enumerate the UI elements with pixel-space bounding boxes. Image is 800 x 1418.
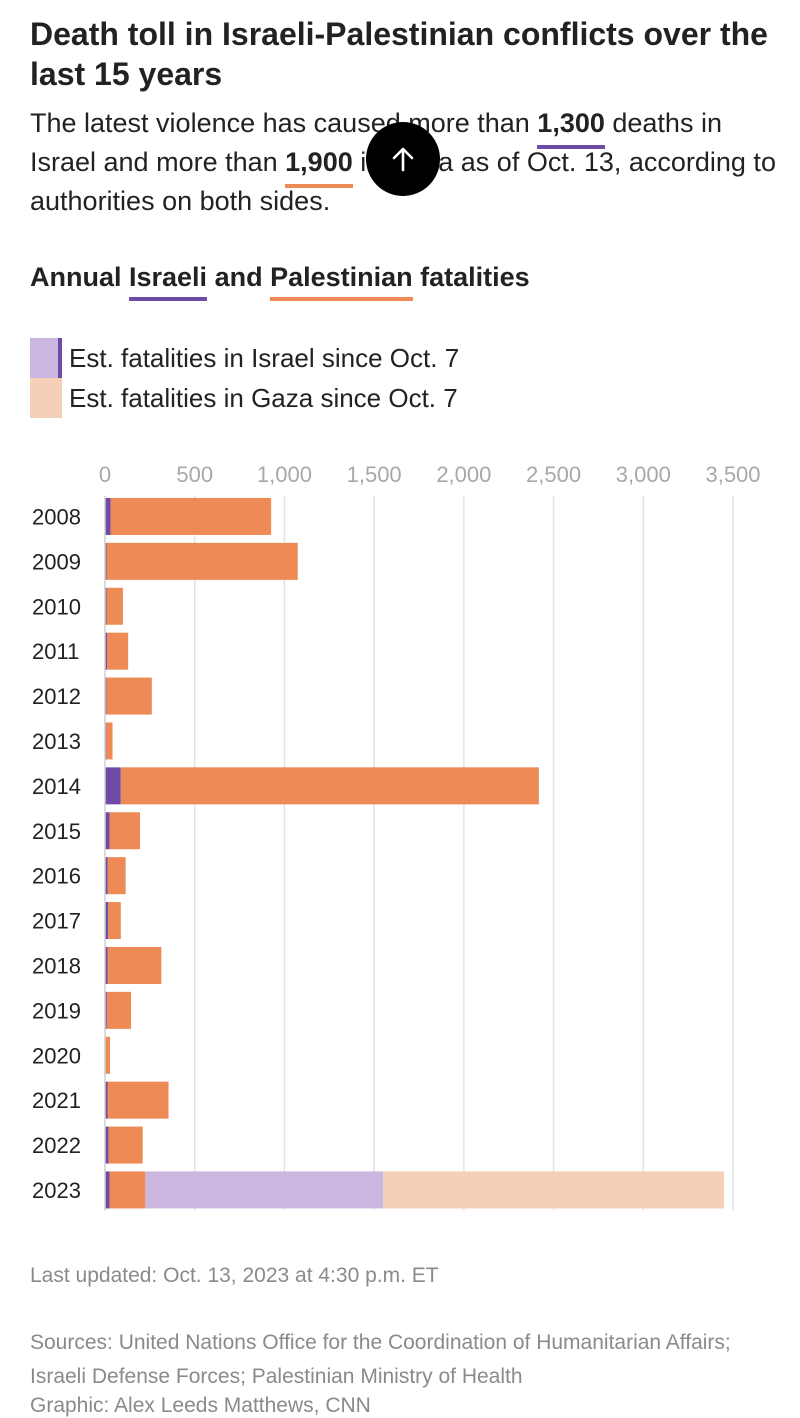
y-tick-label: 2014 <box>32 774 81 799</box>
x-tick-label: 3,500 <box>705 462 760 487</box>
y-tick-label: 2008 <box>32 504 81 529</box>
fatalities-bar-chart: 0 500 1,000 1,500 2,000 2,500 3,000 3,500 2008 20… <box>32 462 761 1211</box>
bar-israeli <box>105 1171 110 1209</box>
bar-israeli <box>105 632 107 670</box>
subtitle-israeli: Israeli <box>129 262 208 301</box>
gaza-death-count: 1,900 <box>285 143 353 188</box>
bar-israeli <box>105 946 108 984</box>
x-tick-label: 500 <box>176 462 213 487</box>
legend-label-gaza-est: Est. fatalities in Gaza since Oct. 7 <box>69 382 458 413</box>
bar-palestinian <box>110 497 272 535</box>
y-tick-label: 2010 <box>32 594 81 619</box>
lede-text-2: deaths in Israel and more than <box>30 108 722 177</box>
bar-israeli <box>105 857 108 895</box>
subtitle-pre: Annual <box>30 262 129 292</box>
last-updated: Last updated: Oct. 13, 2023 at 4:30 p.m.… <box>30 1264 439 1287</box>
bar-palestinian <box>106 722 113 760</box>
bar-palestinian <box>106 677 152 715</box>
bar-israeli <box>105 767 121 805</box>
subtitle-mid: and <box>207 262 271 292</box>
bar-palestinian <box>108 902 121 940</box>
legend-swatch-gaza-est <box>30 378 62 418</box>
bar-palestinian <box>106 587 123 625</box>
y-tick-label: 2009 <box>32 549 81 574</box>
y-tick-label: 2011 <box>32 639 79 664</box>
y-tick-label: 2021 <box>32 1088 81 1113</box>
legend-label-israel-est: Est. fatalities in Israel since Oct. 7 <box>69 342 460 373</box>
subtitle-post: fatalities <box>412 262 530 292</box>
bar-israeli <box>105 542 107 580</box>
scroll-to-top-button[interactable] <box>366 122 440 196</box>
x-tick-label: 0 <box>99 462 111 487</box>
x-tick-label: 2,500 <box>526 462 581 487</box>
bar-israeli <box>105 497 111 535</box>
chart-subtitle: Annual Israeli and Palestinian fatalitie… <box>30 262 530 301</box>
sources-note: Sources: United Nations Office for the C… <box>30 1331 731 1388</box>
lede-text-1: The latest violence has caused more than <box>30 108 538 138</box>
bar-palestinian <box>107 1081 169 1119</box>
bar-palestinian <box>109 1171 146 1209</box>
bar-palestinian <box>106 542 298 580</box>
graphic-credit: Graphic: Alex Leeds Matthews, CNN <box>30 1394 371 1417</box>
bar-israeli <box>105 1126 109 1164</box>
legend-item-gaza-est: Est. fatalities in Gaza since Oct. 7 <box>30 378 459 418</box>
bar-palestinian <box>109 812 140 850</box>
bar-palestinian <box>106 991 132 1029</box>
bar-israel-est <box>145 1171 384 1209</box>
x-tick-label: 3,000 <box>616 462 671 487</box>
y-tick-label: 2013 <box>32 729 81 754</box>
israel-death-count: 1,300 <box>537 104 605 149</box>
bar-israeli <box>105 587 107 625</box>
bar-israeli <box>105 1081 108 1119</box>
bar-palestinian <box>107 857 126 895</box>
bar-israeli <box>105 902 109 940</box>
x-tick-label: 2,000 <box>436 462 491 487</box>
bar-palestinian <box>108 1126 143 1164</box>
legend-item-israel-est: Est. fatalities in Israel since Oct. 7 <box>30 338 459 378</box>
bar-palestinian <box>107 946 162 984</box>
y-tick-label: 2018 <box>32 953 81 978</box>
x-tick-label: 1,500 <box>347 462 402 487</box>
bar-gaza-est <box>383 1171 725 1209</box>
y-tick-label: 2020 <box>32 1043 81 1068</box>
bar-palestinian <box>120 767 539 805</box>
bar-israeli <box>105 812 110 850</box>
headline: Death toll in Israeli-Palestinian confli… <box>30 16 768 92</box>
legend-swatch-israel-est <box>30 338 62 378</box>
chart-legend: Est. fatalities in Israel since Oct. 7 E… <box>30 338 459 418</box>
y-tick-label: 2017 <box>32 909 81 934</box>
bar-palestinian <box>105 1036 111 1074</box>
bar-israeli <box>105 991 107 1029</box>
y-tick-label: 2015 <box>32 819 81 844</box>
y-tick-label: 2012 <box>32 684 81 709</box>
y-tick-label: 2019 <box>32 998 81 1023</box>
y-tick-label: 2016 <box>32 864 81 889</box>
y-tick-label: 2022 <box>32 1133 81 1158</box>
x-tick-label: 1,000 <box>257 462 312 487</box>
arrow-up-icon <box>392 147 414 172</box>
subtitle-palestinian: Palestinian <box>270 262 413 301</box>
bar-palestinian <box>106 632 129 670</box>
y-tick-label: 2023 <box>32 1178 81 1203</box>
